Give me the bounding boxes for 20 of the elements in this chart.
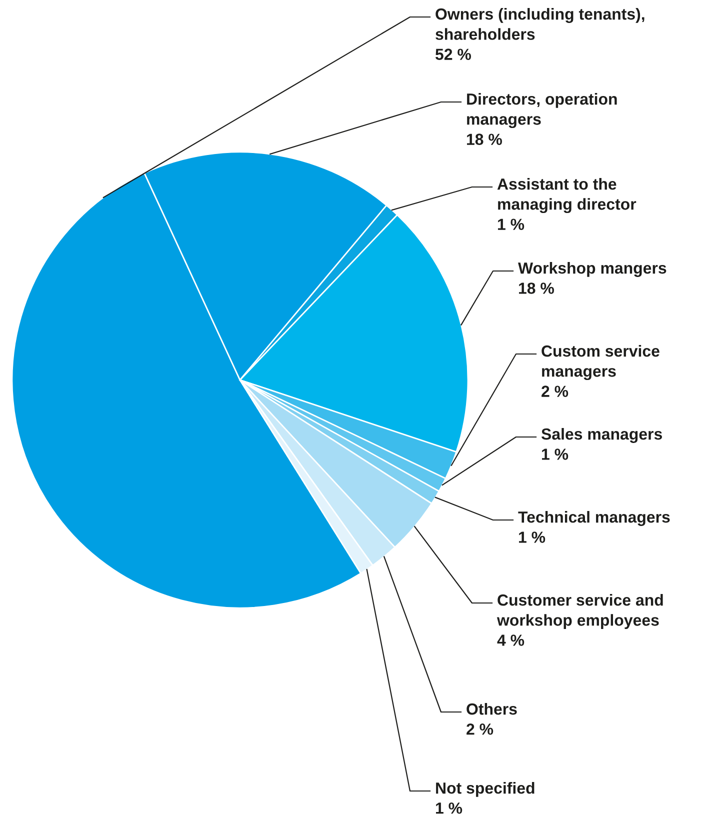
data-label: 1 %	[436, 802, 462, 814]
data-label: 18 %	[467, 134, 502, 145]
data-label: 2 %	[466, 724, 494, 735]
slice-label: Others	[466, 703, 517, 715]
slice-label: Not specified	[436, 782, 534, 797]
slice-label: Technical managers	[518, 511, 670, 526]
slice-label: Sales managers	[541, 428, 662, 443]
slice-label: Assistant to the managing director	[497, 178, 636, 214]
data-label: 1 %	[519, 532, 546, 543]
slice-label: Custom service managers	[542, 345, 660, 380]
slice-label: Workshop mangers	[518, 262, 666, 277]
data-label: 2 %	[542, 386, 568, 397]
slice-label: Owners (including tenants), shareholders	[436, 8, 644, 40]
data-label: 1 %	[498, 218, 524, 230]
data-label: 18 %	[519, 282, 554, 294]
data-label: 4 %	[497, 634, 524, 646]
data-label: 1 %	[542, 448, 568, 460]
slice-label: Directors, operation managers	[467, 93, 617, 128]
data-label: 52 %	[435, 48, 471, 60]
slice-label: Customer service and workshop employees	[496, 594, 663, 629]
